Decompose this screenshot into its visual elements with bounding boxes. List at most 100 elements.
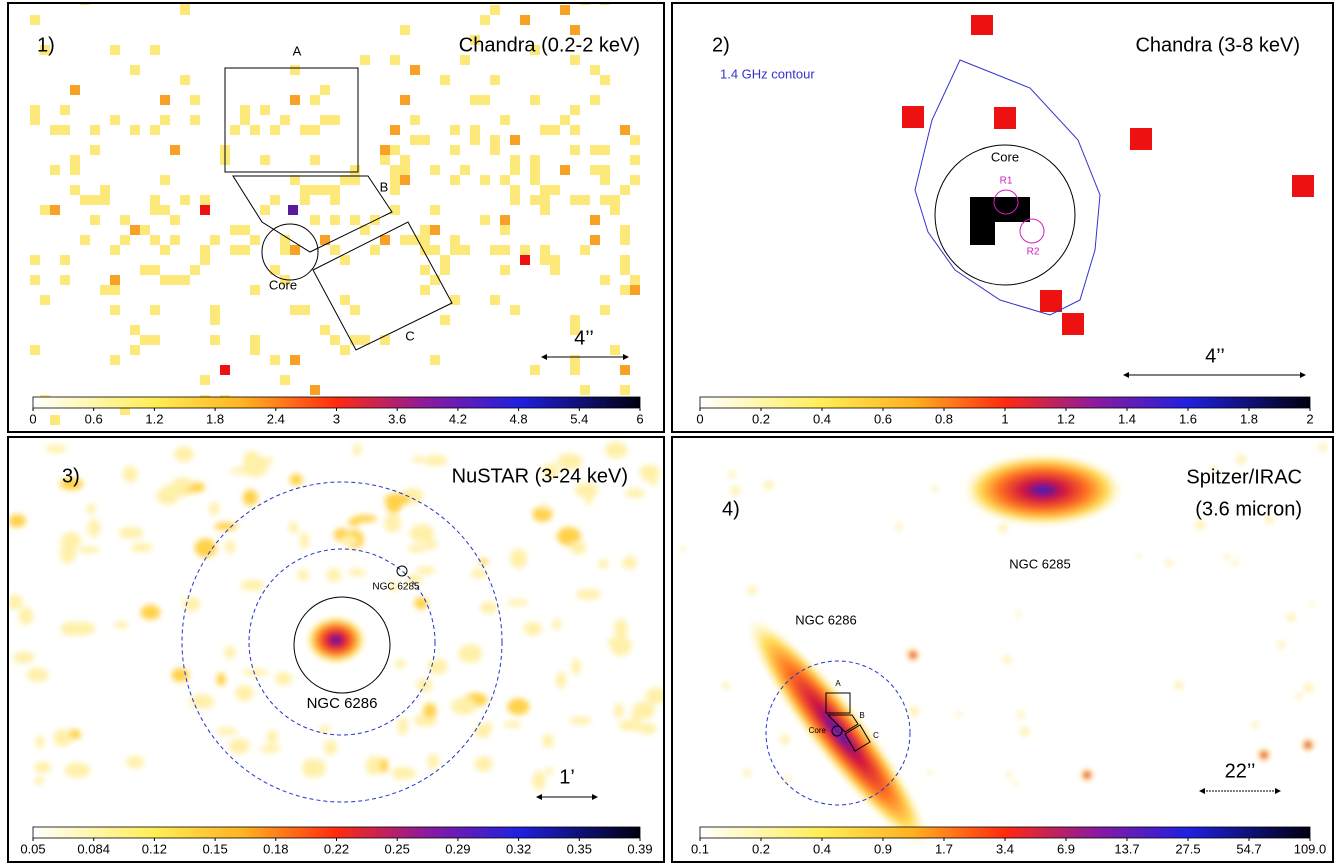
pixel [110, 305, 120, 315]
noise [1265, 515, 1274, 525]
pixel [600, 165, 610, 175]
region-a [825, 692, 851, 714]
pixel [70, 165, 80, 175]
noise [216, 727, 238, 735]
noise [1013, 781, 1019, 786]
pixel [80, 235, 90, 245]
pixel [60, 105, 70, 115]
noise [1277, 640, 1285, 649]
pixel [130, 125, 140, 135]
pixel [630, 285, 640, 295]
label-ngc6285: NGC 6285 [1009, 556, 1070, 571]
noise [556, 671, 567, 689]
noise [216, 672, 226, 687]
pixel [190, 265, 200, 275]
colorbar-label: 13.7 [1114, 841, 1139, 856]
noise [604, 441, 628, 459]
noise [260, 744, 281, 753]
panel-title: Chandra (0.2-2 keV) [459, 34, 640, 56]
pixel [430, 165, 440, 175]
frames [7, 2, 1334, 863]
pixel [620, 365, 630, 375]
noise [1001, 526, 1008, 532]
pixel [270, 195, 280, 205]
noise [64, 762, 91, 778]
pixel [450, 145, 460, 155]
noise [909, 706, 919, 717]
pixel [60, 275, 70, 285]
noise [228, 738, 250, 754]
pixel [630, 275, 640, 285]
pixel [210, 315, 220, 325]
noise [391, 766, 416, 780]
pixel [300, 125, 310, 135]
pixel [160, 205, 170, 215]
noise [639, 723, 657, 735]
pixel [410, 65, 420, 75]
colorbar-label: 0.2 [752, 411, 770, 426]
noise [427, 658, 448, 675]
noise [1136, 553, 1141, 559]
noise [504, 721, 522, 728]
colorbar-label: 4.2 [449, 411, 467, 426]
pixel [160, 95, 170, 105]
radio-contour [914, 59, 1101, 316]
noise [395, 659, 406, 669]
pixel [400, 25, 410, 35]
pixel [490, 295, 500, 305]
pixel [590, 165, 600, 175]
core-circle [831, 725, 843, 737]
colorbar-label: 1.8 [1240, 411, 1258, 426]
aperture [765, 660, 911, 806]
noise [8, 594, 23, 610]
label-ngc6286: NGC 6286 [795, 612, 856, 627]
panel-label: 4) [722, 498, 740, 520]
pixel [530, 165, 540, 175]
colorbar-label: 1.6 [1179, 411, 1197, 426]
noise [126, 755, 145, 769]
noise [545, 767, 554, 776]
pixel [410, 135, 420, 145]
colorbar-label: 0.25 [385, 841, 410, 856]
pixel [210, 335, 220, 345]
label-core: Core [269, 277, 297, 292]
pixel [360, 225, 370, 235]
pixel [470, 125, 480, 135]
colorbar-label: 0 [29, 411, 36, 426]
noise [425, 540, 438, 549]
pixel [440, 255, 450, 265]
noise [542, 734, 554, 748]
pixel [290, 65, 300, 75]
pixel [530, 45, 540, 55]
colorbar-label: 4.8 [510, 411, 528, 426]
pixel [340, 255, 350, 265]
noise [619, 720, 637, 731]
pixel [570, 145, 580, 155]
pixel [280, 115, 290, 125]
pixel [540, 245, 550, 255]
pixel [440, 75, 450, 85]
noise [423, 454, 448, 466]
r2-circle [1019, 218, 1045, 244]
colorbar-label: 0.8 [935, 411, 953, 426]
noise [478, 558, 489, 565]
pixel [320, 85, 330, 95]
noise [451, 697, 477, 715]
noise [569, 716, 592, 725]
noise [379, 758, 389, 773]
colorbar-label: 0.4 [813, 841, 831, 856]
noise [542, 463, 559, 479]
pixel [380, 335, 390, 345]
label-a: A [835, 679, 841, 688]
pixel [440, 315, 450, 325]
noise [414, 597, 429, 610]
noise [483, 722, 493, 730]
pixel [620, 235, 630, 245]
pixel [550, 265, 560, 275]
pixel [200, 375, 210, 385]
pixel [510, 135, 520, 145]
pixel [590, 65, 600, 75]
noise [8, 514, 26, 528]
